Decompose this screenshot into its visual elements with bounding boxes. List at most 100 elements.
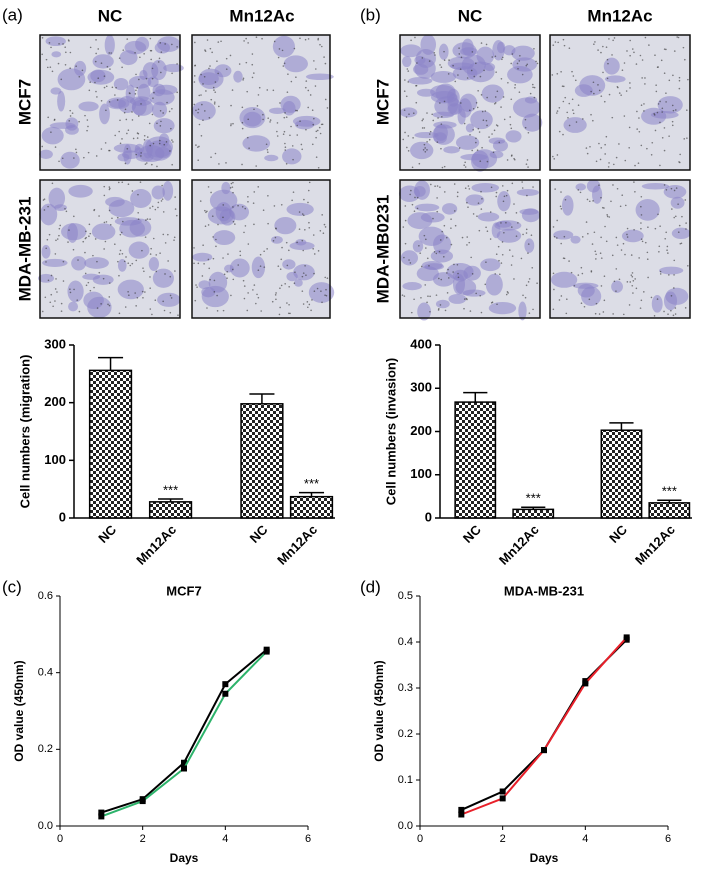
pore (226, 277, 228, 279)
cell-cluster (128, 241, 150, 259)
cell-cluster (581, 286, 602, 306)
pore (257, 296, 260, 299)
pore (148, 122, 151, 125)
y-tick-label: 0 (59, 509, 66, 524)
pore (277, 265, 280, 267)
pore (413, 210, 416, 213)
pore (674, 215, 677, 218)
pore (598, 89, 601, 92)
pore (136, 137, 139, 139)
cell-cluster (113, 77, 129, 91)
pore (245, 61, 248, 64)
pore (671, 120, 674, 123)
pore (301, 290, 304, 292)
pore (495, 253, 498, 255)
cell-cluster (40, 203, 58, 226)
pore (50, 131, 52, 133)
pore (641, 240, 644, 243)
pore (135, 89, 137, 92)
pore (456, 191, 459, 194)
pore (212, 236, 214, 238)
pore (641, 59, 644, 61)
micrograph-frame (39, 179, 181, 319)
cell-cluster (272, 35, 295, 58)
pore (476, 149, 479, 151)
cell-cluster (481, 84, 504, 103)
pore (282, 133, 285, 136)
pore (307, 38, 310, 40)
pore (424, 150, 427, 153)
pore (615, 290, 617, 292)
pore (306, 301, 309, 303)
pore (408, 259, 410, 261)
pore (194, 41, 196, 44)
pore (456, 263, 459, 266)
pore (490, 186, 493, 189)
pore (436, 210, 439, 213)
pore (279, 102, 281, 104)
pore (407, 150, 410, 152)
pore (193, 247, 195, 249)
pore (94, 81, 96, 84)
x-tick-label: Mn12Ac (133, 522, 179, 568)
cell-cluster (455, 279, 477, 296)
pore (312, 123, 315, 126)
pore (486, 96, 488, 99)
pore (677, 231, 680, 234)
pore (618, 278, 621, 281)
pore (466, 77, 469, 79)
pore (69, 288, 71, 290)
pore (149, 287, 151, 289)
pore (251, 53, 254, 55)
marker (458, 811, 465, 818)
pore (510, 155, 513, 157)
pore (681, 215, 683, 218)
pore (577, 104, 580, 107)
pore (525, 232, 528, 234)
pore (95, 39, 97, 41)
pore (325, 288, 327, 291)
pore (163, 309, 166, 312)
cell-cluster (402, 56, 412, 68)
pore (577, 189, 580, 191)
cell-cluster (465, 194, 485, 206)
pore (97, 77, 100, 79)
pore (286, 91, 289, 93)
pore (105, 109, 107, 112)
pore (571, 70, 573, 73)
pore (494, 55, 497, 58)
pore (628, 126, 631, 129)
pore (98, 215, 100, 217)
pore (241, 106, 244, 109)
pore (301, 148, 303, 151)
pore (426, 257, 429, 260)
cell-cluster (522, 113, 543, 132)
pore (316, 129, 319, 132)
cell-cluster (433, 234, 452, 255)
pore (120, 231, 123, 234)
pore (202, 83, 204, 85)
marker (499, 795, 506, 802)
pore (286, 264, 289, 267)
pore (628, 146, 630, 149)
pore (283, 130, 286, 133)
pore (677, 36, 680, 39)
pore (324, 98, 327, 101)
pore (419, 252, 422, 254)
pore (521, 73, 524, 76)
pore (594, 312, 597, 315)
pore (604, 143, 606, 146)
pore (491, 133, 493, 135)
pore (56, 291, 58, 293)
pore (326, 107, 329, 109)
pore (634, 190, 636, 193)
pore (647, 276, 649, 279)
cell-cluster (447, 103, 463, 115)
micrograph (398, 179, 541, 321)
pore (145, 77, 148, 80)
pore (160, 200, 163, 202)
pore (118, 130, 120, 133)
row-label: MCF7 (373, 79, 392, 125)
pore (481, 146, 483, 149)
pore (515, 235, 518, 237)
